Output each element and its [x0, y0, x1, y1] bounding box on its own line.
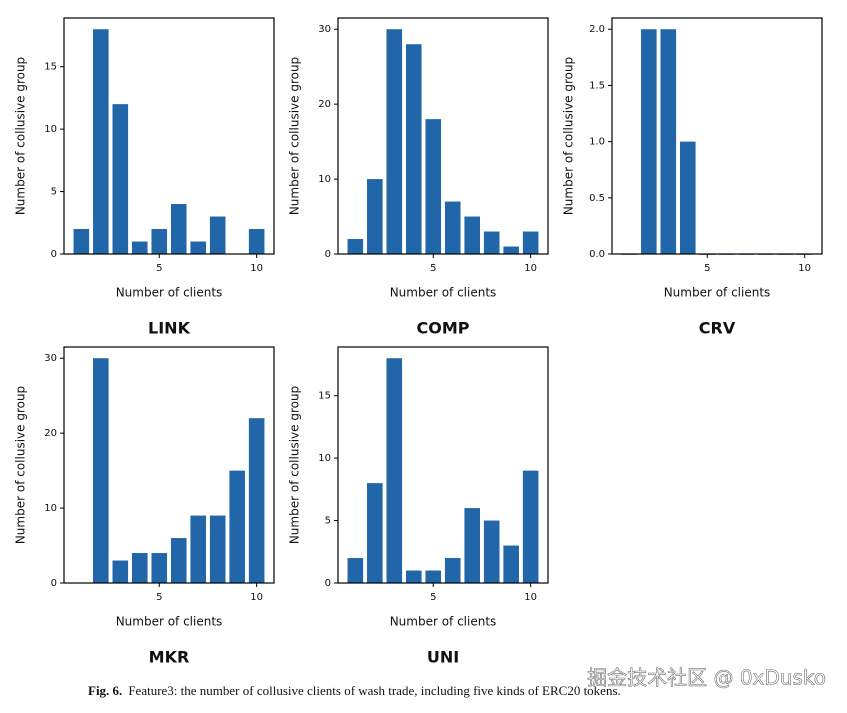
y-tick-label: 20: [318, 99, 331, 110]
watermark: 掘金技术社区 @ 0xDusko: [587, 666, 826, 690]
bar: [73, 229, 90, 254]
x-axis-label: Number of clients: [116, 615, 223, 629]
bar: [641, 29, 657, 254]
y-tick-label: 30: [44, 353, 57, 364]
chart-title: MKR: [149, 648, 190, 667]
x-axis-label: Number of clients: [664, 286, 771, 300]
x-tick-label: 5: [156, 592, 162, 603]
y-tick-label: 2.0: [589, 24, 605, 35]
bar: [190, 515, 207, 583]
bar: [151, 553, 168, 583]
y-tick-label: 15: [44, 62, 57, 73]
bar: [679, 141, 696, 254]
bar: [425, 570, 442, 583]
bar: [464, 508, 481, 583]
y-axis-label: Number of collusive group: [562, 57, 576, 215]
caption-label: Fig. 6.: [88, 683, 122, 698]
bar: [347, 239, 364, 254]
x-tick-label: 10: [798, 263, 811, 274]
bar: [248, 418, 265, 583]
bar: [209, 515, 226, 583]
y-tick-label: 0: [325, 578, 331, 589]
chart-title: UNI: [427, 648, 459, 667]
bar: [386, 29, 403, 254]
bar: [347, 558, 364, 583]
bar: [112, 104, 129, 255]
x-tick-label: 5: [156, 263, 162, 274]
bar: [405, 570, 422, 583]
caption: Fig. 6. Feature3: the number of collusive…: [88, 683, 621, 698]
x-tick-label: 10: [524, 592, 537, 603]
y-axis-label: Number of collusive group: [14, 386, 28, 544]
y-tick-label: 30: [318, 24, 331, 35]
bar: [464, 216, 481, 254]
plot-frame: [337, 346, 549, 584]
x-axis-label: Number of clients: [390, 286, 497, 300]
y-tick-label: 0: [51, 249, 57, 260]
y-tick-label: 0: [51, 578, 57, 589]
bar: [503, 246, 519, 254]
x-tick-label: 5: [430, 592, 436, 603]
bar: [229, 470, 245, 583]
bar: [151, 229, 168, 254]
bar: [131, 553, 148, 583]
plot-frame: [611, 17, 823, 255]
y-tick-label: 1.5: [589, 80, 605, 91]
bar: [112, 560, 129, 583]
bar: [405, 44, 422, 254]
chart-title: LINK: [148, 319, 191, 338]
x-tick-label: 5: [430, 263, 436, 274]
y-tick-label: 5: [325, 516, 331, 527]
y-tick-label: 10: [318, 453, 331, 464]
bar: [93, 29, 109, 254]
chart-title: CRV: [699, 319, 736, 338]
bar: [522, 231, 539, 254]
y-tick-label: 15: [318, 391, 331, 402]
y-tick-label: 0.5: [589, 193, 605, 204]
caption-text: Feature3: the number of collusive client…: [128, 683, 620, 698]
bar: [190, 241, 207, 254]
x-tick-label: 10: [250, 592, 263, 603]
bar: [209, 216, 226, 254]
bar: [170, 538, 187, 583]
bar: [93, 358, 109, 583]
bar: [170, 204, 187, 254]
bar: [522, 470, 539, 583]
bar: [248, 229, 265, 254]
bar: [425, 119, 442, 255]
bar: [367, 179, 383, 254]
bar: [444, 558, 461, 583]
bar: [483, 231, 500, 254]
y-tick-label: 10: [44, 503, 57, 514]
bar: [367, 483, 383, 583]
chart-title: COMP: [417, 319, 470, 338]
y-tick-label: 10: [318, 174, 331, 185]
bar: [660, 29, 677, 254]
x-tick-label: 5: [704, 263, 710, 274]
y-tick-label: 5: [51, 187, 57, 198]
bar: [386, 358, 403, 583]
y-axis-label: Number of collusive group: [14, 57, 28, 215]
y-axis-label: Number of collusive group: [288, 57, 302, 215]
bar: [483, 520, 500, 583]
y-tick-label: 1.0: [589, 137, 605, 148]
plot-frame: [63, 17, 275, 255]
y-tick-label: 0: [325, 249, 331, 260]
y-tick-label: 20: [44, 428, 57, 439]
y-axis-label: Number of collusive group: [288, 386, 302, 544]
x-tick-label: 10: [250, 263, 263, 274]
plot-frame: [63, 346, 275, 584]
bar: [444, 201, 461, 254]
x-tick-label: 10: [524, 263, 537, 274]
plot-frame: [337, 17, 549, 255]
y-tick-label: 0.0: [589, 249, 605, 260]
x-axis-label: Number of clients: [116, 286, 223, 300]
y-tick-label: 10: [44, 124, 57, 135]
bar: [503, 545, 519, 583]
bar: [131, 241, 148, 254]
x-axis-label: Number of clients: [390, 615, 497, 629]
